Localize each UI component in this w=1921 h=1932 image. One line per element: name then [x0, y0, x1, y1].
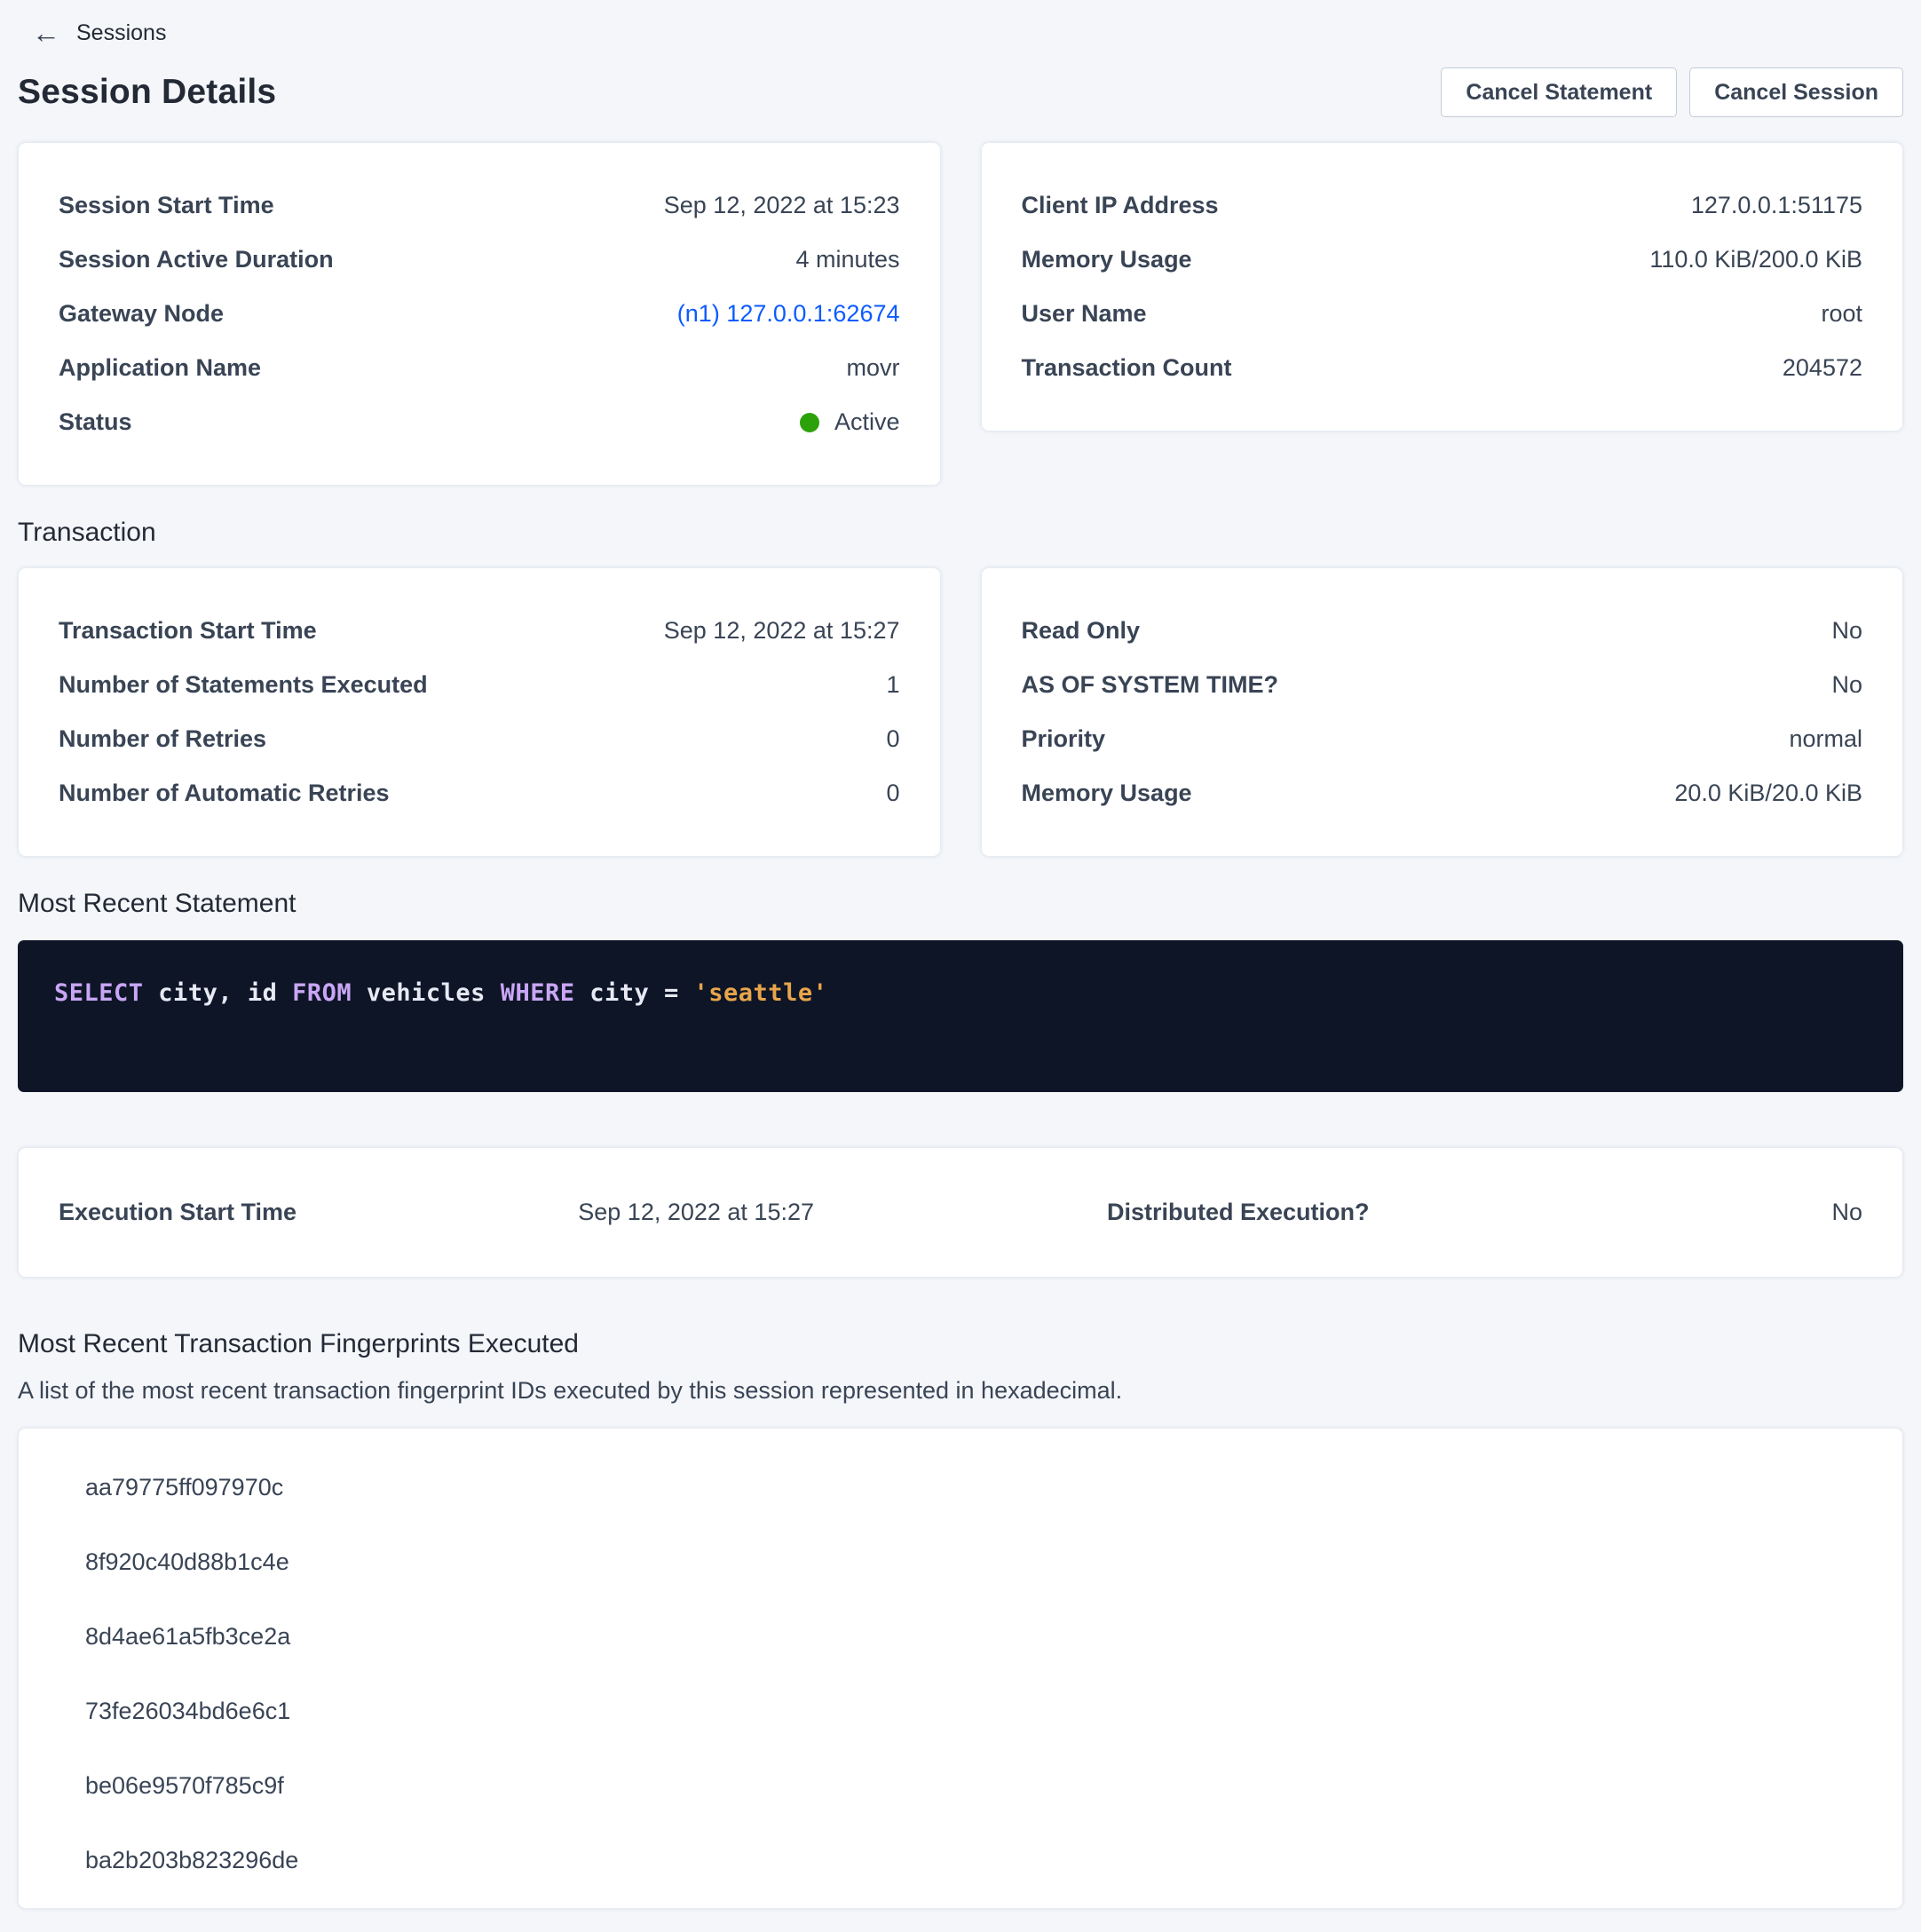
row-label: Priority	[1021, 725, 1106, 752]
back-link-label: Sessions	[76, 20, 167, 45]
fingerprints-section-subtitle: A list of the most recent transaction fi…	[18, 1377, 1123, 1404]
row-label: Session Start Time	[59, 192, 274, 218]
row-label: Gateway Node	[59, 300, 225, 327]
transaction-card-left: Transaction Start Time Sep 12, 2022 at 1…	[18, 567, 941, 857]
row-label: Distributed Execution?	[1107, 1199, 1370, 1225]
row-label: Read Only	[1021, 617, 1141, 644]
session-start-time-value: Sep 12, 2022 at 15:23	[663, 192, 900, 218]
sql-text: vehicles	[352, 979, 501, 1007]
transaction-memory-usage-value: 20.0 KiB/20.0 KiB	[1674, 780, 1862, 806]
summary-row: Number of Statements Executed 1	[59, 658, 900, 712]
back-arrow-icon: ←	[32, 17, 60, 49]
retries-value: 0	[886, 725, 900, 752]
read-only-value: No	[1831, 617, 1862, 644]
as-of-system-time-value: No	[1831, 671, 1862, 698]
page-title: Session Details	[18, 73, 277, 111]
row-label: Status	[59, 408, 132, 435]
transaction-start-time-value: Sep 12, 2022 at 15:27	[663, 617, 900, 644]
sql-text: city =	[574, 979, 694, 1007]
priority-value: normal	[1789, 725, 1862, 752]
sql-statement-box: SELECT city, id FROM vehicles WHERE city…	[18, 940, 1903, 1092]
cancel-statement-button[interactable]: Cancel Statement	[1441, 67, 1678, 117]
summary-row: Client IP Address 127.0.0.1:51175	[1022, 178, 1863, 233]
fingerprint-item: 8f920c40d88b1c4e	[85, 1548, 289, 1575]
memory-usage-value: 110.0 KiB/200.0 KiB	[1649, 246, 1862, 273]
summary-row: Session Start Time Sep 12, 2022 at 15:23	[59, 178, 900, 233]
summary-row: Execution Start Time Sep 12, 2022 at 15:…	[59, 1185, 814, 1239]
gateway-node-link[interactable]: (n1) 127.0.0.1:62674	[676, 300, 900, 327]
row-label: Memory Usage	[1021, 780, 1192, 806]
row-label: Session Active Duration	[59, 246, 334, 273]
execution-start-time-value: Sep 12, 2022 at 15:27	[578, 1199, 814, 1225]
sql-keyword: WHERE	[500, 979, 575, 1007]
summary-row: Number of Automatic Retries 0	[59, 766, 900, 820]
page-header: Session Details Cancel Statement Cancel …	[18, 67, 1903, 117]
summary-row: Priority normal	[1022, 712, 1863, 766]
fingerprints-section-title: Most Recent Transaction Fingerprints Exe…	[18, 1329, 579, 1358]
row-label: Number of Retries	[59, 725, 267, 752]
row-label: Client IP Address	[1021, 192, 1219, 218]
row-label: User Name	[1021, 300, 1147, 327]
summary-row: Read Only No	[1022, 604, 1863, 658]
row-label: Transaction Count	[1021, 354, 1232, 381]
summary-row: Transaction Start Time Sep 12, 2022 at 1…	[59, 604, 900, 658]
header-actions: Cancel Statement Cancel Session	[1441, 67, 1903, 117]
sql-text: city, id	[143, 979, 293, 1007]
back-to-sessions-link[interactable]: ← Sessions	[32, 19, 166, 47]
status-badge: Active	[799, 408, 900, 436]
summary-row: Number of Retries 0	[59, 712, 900, 766]
row-label: Transaction Start Time	[59, 617, 317, 644]
automatic-retries-value: 0	[886, 780, 900, 806]
client-ip-value: 127.0.0.1:51175	[1690, 192, 1862, 218]
fingerprint-item: be06e9570f785c9f	[85, 1771, 284, 1799]
fingerprint-item: 73fe26034bd6e6c1	[85, 1697, 291, 1724]
session-active-duration-value: 4 minutes	[795, 246, 900, 273]
summary-row: Memory Usage 110.0 KiB/200.0 KiB	[1022, 233, 1863, 287]
fingerprint-item: aa79775ff097970c	[85, 1473, 284, 1500]
breadcrumb: ← Sessions	[18, 14, 1903, 51]
summary-row: Session Active Duration 4 minutes	[59, 233, 900, 287]
summary-row: Application Name movr	[59, 341, 900, 395]
fingerprints-card: aa79775ff097970c 8f920c40d88b1c4e 8d4ae6…	[18, 1428, 1903, 1909]
sql-string-literal: 'seattle'	[693, 979, 828, 1007]
transaction-section: Transaction Start Time Sep 12, 2022 at 1…	[18, 567, 1903, 857]
transaction-card-right: Read Only No AS OF SYSTEM TIME? No Prior…	[980, 567, 1903, 857]
user-name-value: root	[1821, 300, 1862, 327]
summary-row: User Name root	[1022, 287, 1863, 341]
statements-executed-value: 1	[886, 671, 900, 698]
application-name-value: movr	[846, 354, 900, 381]
most-recent-statement-title: Most Recent Statement	[18, 889, 296, 918]
distributed-execution-value: No	[1831, 1199, 1862, 1225]
fingerprint-item: ba2b203b823296de	[85, 1846, 299, 1873]
row-label: AS OF SYSTEM TIME?	[1021, 671, 1279, 698]
session-summary-card-right: Client IP Address 127.0.0.1:51175 Memory…	[980, 142, 1903, 432]
summary-row: Transaction Count 204572	[1022, 341, 1863, 395]
fingerprint-item: 8d4ae61a5fb3ce2a	[85, 1622, 291, 1650]
session-summary-card-left: Session Start Time Sep 12, 2022 at 15:23…	[18, 142, 941, 486]
row-label: Execution Start Time	[59, 1199, 297, 1225]
row-label: Application Name	[59, 354, 262, 381]
summary-row: Status Active	[59, 395, 900, 449]
row-label: Memory Usage	[1021, 246, 1192, 273]
sql-keyword: FROM	[292, 979, 352, 1007]
transaction-section-title: Transaction	[18, 518, 156, 547]
summary-row: AS OF SYSTEM TIME? No	[1022, 658, 1863, 712]
session-summary-section: Session Start Time Sep 12, 2022 at 15:23…	[18, 142, 1903, 486]
transaction-count-value: 204572	[1782, 354, 1862, 381]
row-label: Number of Automatic Retries	[59, 780, 390, 806]
sql-keyword: SELECT	[54, 979, 144, 1007]
sql-statement-code: SELECT city, id FROM vehicles WHERE city…	[54, 979, 1867, 1007]
cancel-session-button[interactable]: Cancel Session	[1689, 67, 1903, 117]
summary-row: Memory Usage 20.0 KiB/20.0 KiB	[1022, 766, 1863, 820]
summary-row: Gateway Node (n1) 127.0.0.1:62674	[59, 287, 900, 341]
row-label: Number of Statements Executed	[59, 671, 428, 698]
execution-summary-card: Execution Start Time Sep 12, 2022 at 15:…	[18, 1147, 1903, 1278]
status-value: Active	[834, 408, 900, 435]
summary-row: Distributed Execution? No	[1107, 1185, 1862, 1239]
status-active-dot-icon	[799, 412, 819, 432]
